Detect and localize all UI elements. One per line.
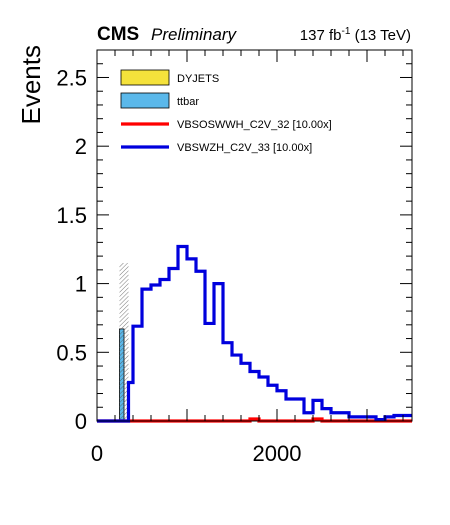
- legend: DYJETS ttbar VBSOSWWH_C2V_32 [10.00x] VBSWZ…: [120, 69, 332, 154]
- y-tick-label: 0: [75, 409, 87, 434]
- lumi-exponent: -1: [342, 26, 351, 37]
- x-tick-label: 0: [91, 441, 103, 466]
- series-line-2: [97, 244, 412, 423]
- legend-label: ttbar: [177, 96, 199, 108]
- x-tick-label: 2000: [253, 441, 302, 466]
- y-tick-label: 1: [75, 272, 87, 297]
- legend-label: DYJETS: [177, 73, 219, 85]
- lumi-label: 137 fb-1 (13 TeV): [300, 26, 411, 44]
- y-tick-label: 2: [75, 134, 87, 159]
- legend-label: VBSWZH_C2V_33 [10.00x]: [177, 142, 312, 154]
- y-tick-label: 1.5: [56, 203, 87, 228]
- y-tick-label: 0.5: [56, 340, 87, 365]
- uncertainty-band: [119, 262, 129, 421]
- lumi-value: 137 fb: [300, 27, 342, 44]
- plot-frame: [96, 49, 413, 422]
- y-tick-label: 2.5: [56, 65, 87, 90]
- legend-label: VBSOSWWH_C2V_32 [10.00x]: [177, 119, 332, 131]
- status-label: Preliminary: [151, 25, 238, 44]
- legend-swatch: [120, 69, 170, 86]
- axes-layer: 0 0.5 1 1.5 2 2.5 0 2000: [56, 49, 413, 466]
- y-axis-title: Events: [16, 45, 46, 125]
- energy-label: (13 TeV): [350, 27, 411, 44]
- experiment-label: CMS: [97, 24, 139, 45]
- legend-swatch: [120, 92, 170, 109]
- series-layer: [97, 244, 412, 423]
